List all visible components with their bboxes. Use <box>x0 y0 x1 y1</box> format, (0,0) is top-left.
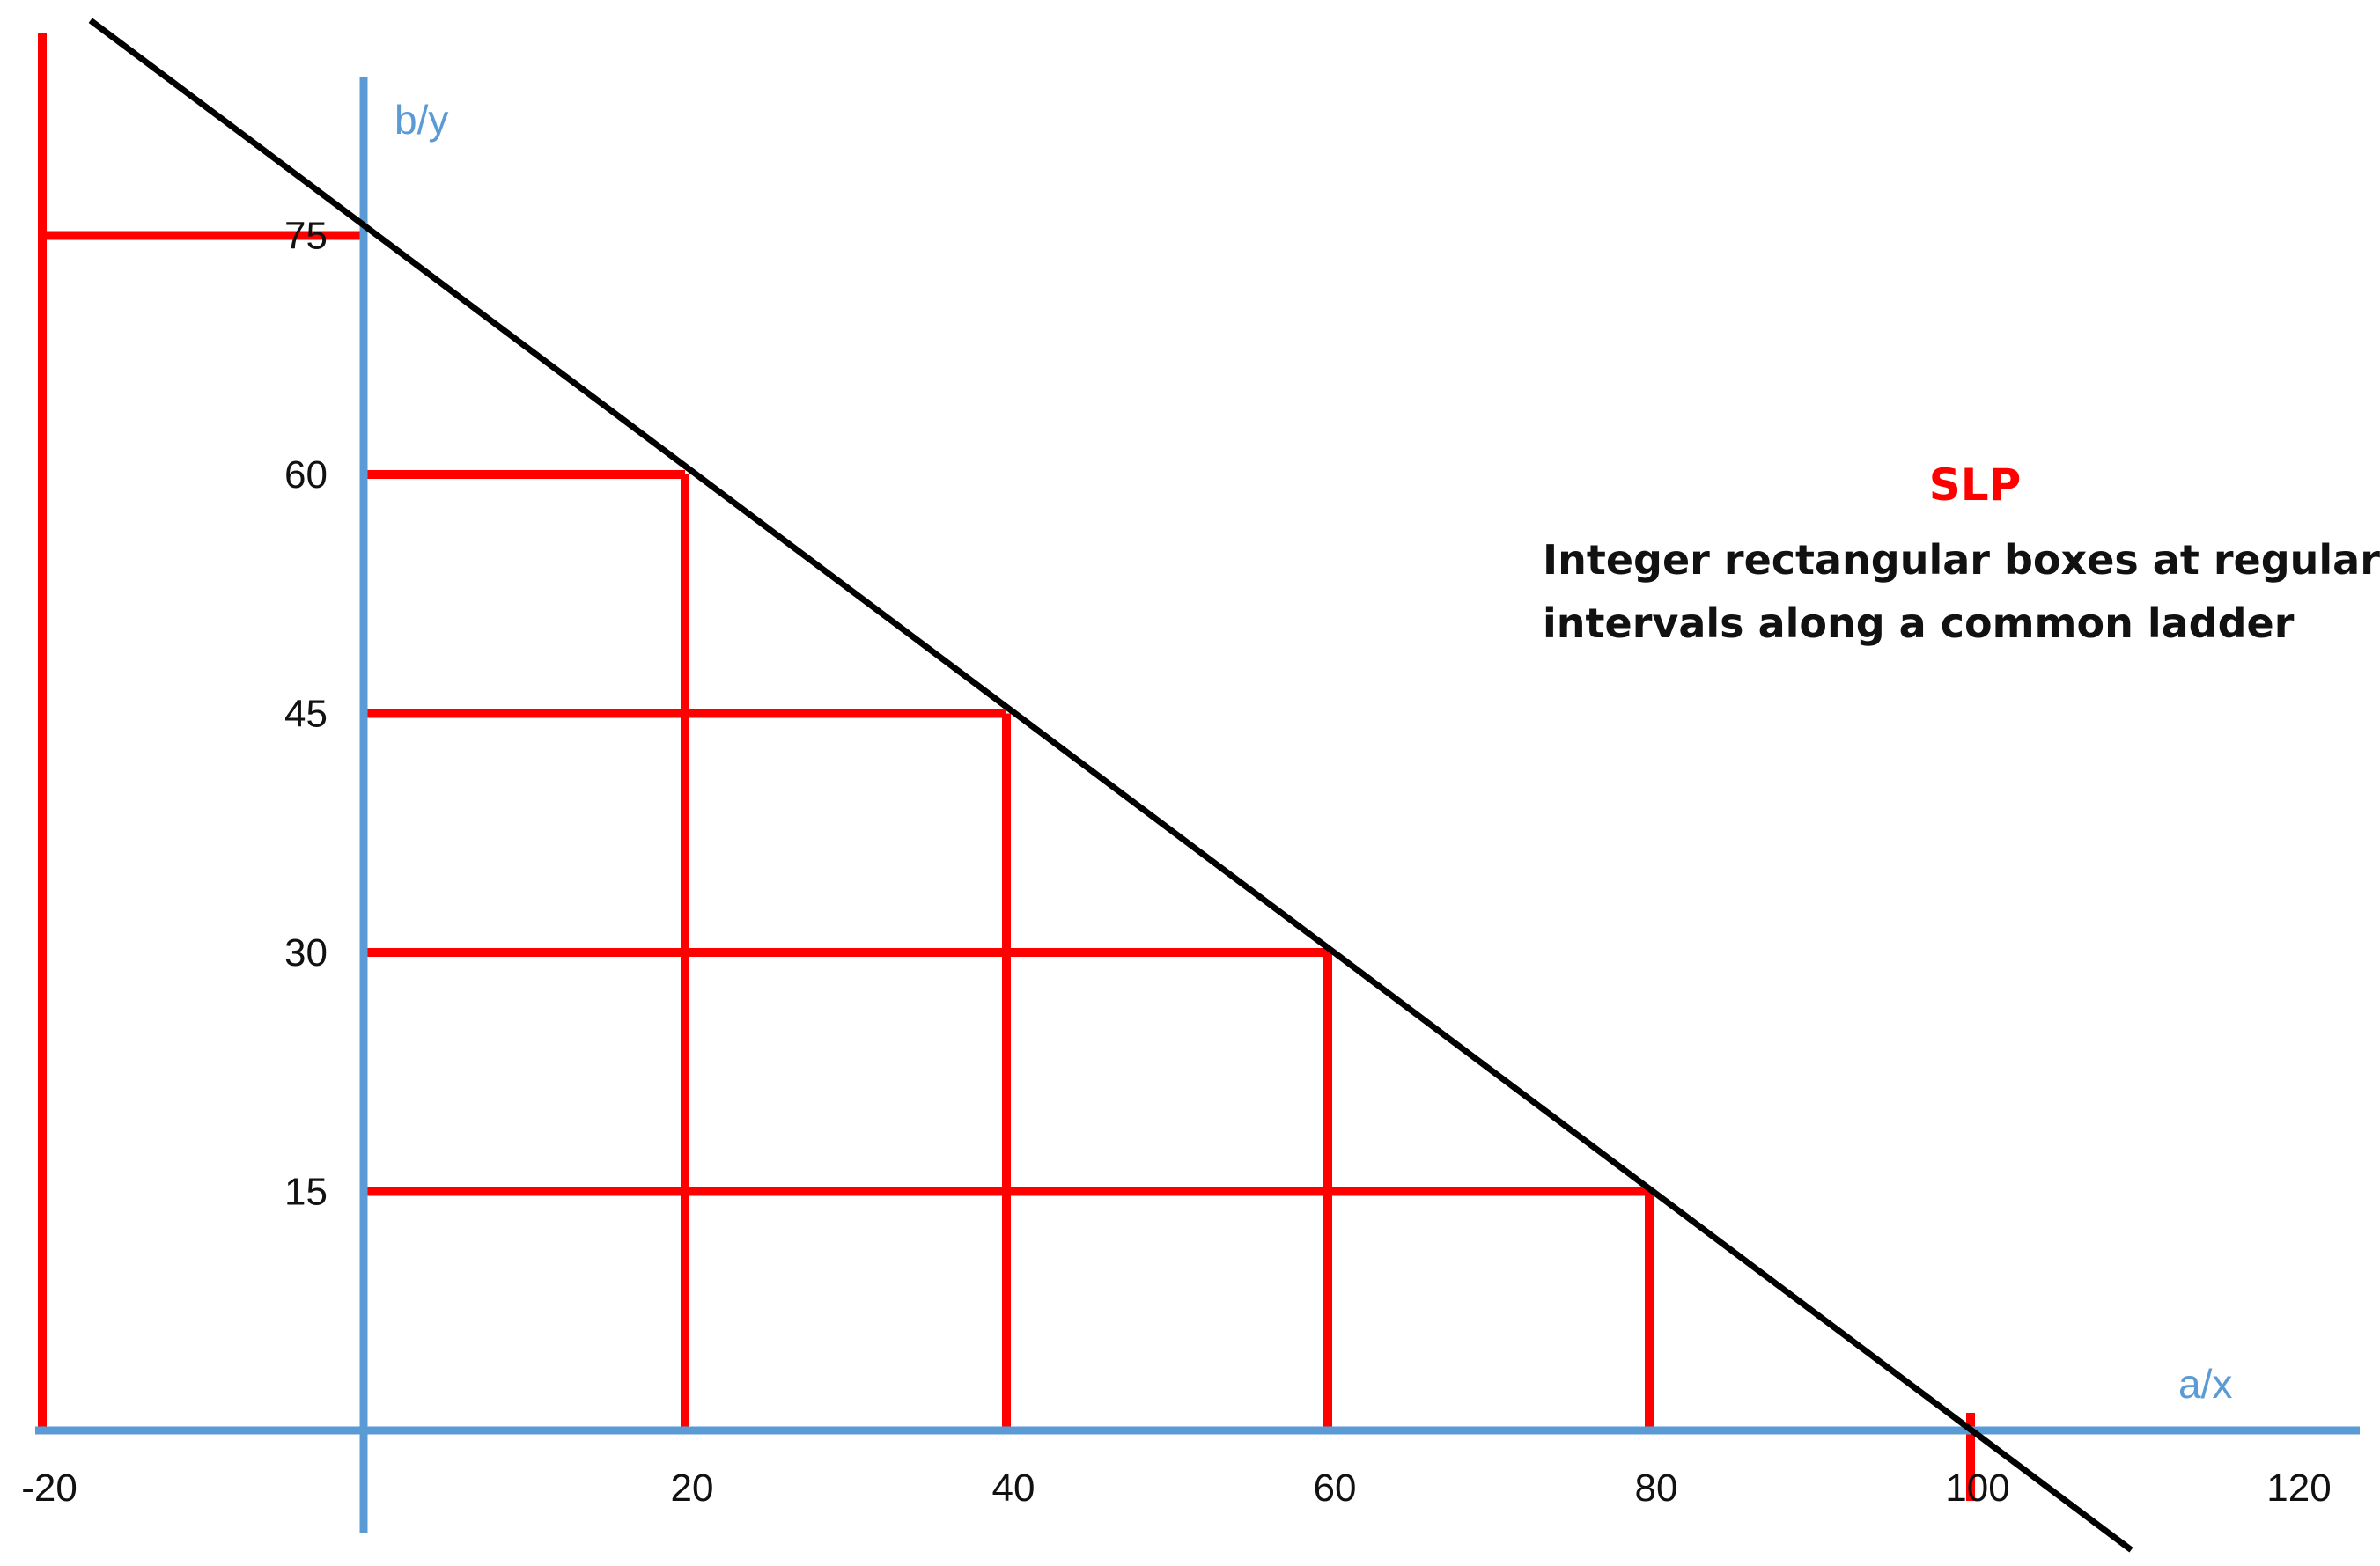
annotation-line-2: intervals along a common ladder <box>1543 599 2295 647</box>
integer-boxes <box>38 33 1975 1501</box>
y-tick-label: 30 <box>284 931 328 974</box>
x-tick-label: 100 <box>1945 1467 2009 1510</box>
x-tick-label: -20 <box>21 1467 77 1510</box>
y-axis-label: b/y <box>394 97 448 143</box>
annotation-line-1: Integer rectangular boxes at regular <box>1543 536 2380 584</box>
x-tick-label: 60 <box>1314 1467 1357 1510</box>
y-tick-label: 15 <box>284 1171 328 1214</box>
annotation-title: SLP <box>1929 460 2022 511</box>
x-tick-label: 120 <box>2266 1467 2331 1510</box>
tick-labels: -20 20 40 60 80 100 120 75 60 45 30 15 <box>21 215 2332 1511</box>
axes <box>35 77 2360 1533</box>
y-tick-label: 60 <box>284 453 328 496</box>
budget-line <box>88 18 2133 1553</box>
x-tick-label: 40 <box>992 1467 1035 1510</box>
x-tick-label: 20 <box>671 1467 714 1510</box>
y-tick-label: 75 <box>284 215 328 258</box>
x-axis-label: a/x <box>2178 1361 2232 1407</box>
x-tick-label: 80 <box>1635 1467 1678 1510</box>
y-tick-label: 45 <box>284 693 328 736</box>
